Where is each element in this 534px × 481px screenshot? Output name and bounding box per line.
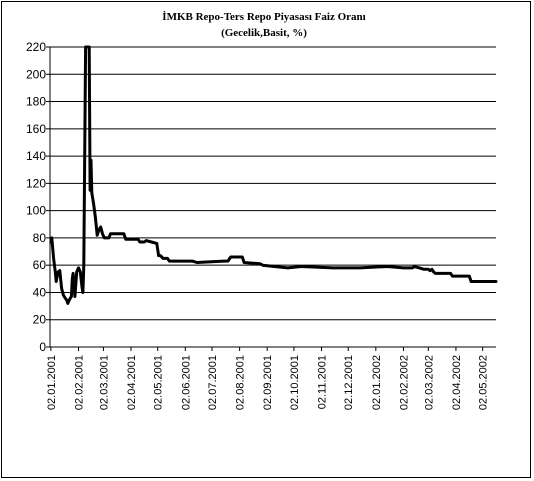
x-tick-label: 02.02.2001 [73, 355, 85, 410]
y-tick-label: 0 [39, 340, 46, 354]
y-tick-label: 40 [33, 285, 47, 299]
x-tick-label: 02.04.2002 [451, 355, 463, 410]
x-tick-label: 02.02.2002 [398, 355, 410, 410]
y-tick-label: 100 [26, 204, 46, 218]
x-tick-label: 02.03.2002 [423, 355, 435, 410]
chart-subtitle: (Gecelik,Basit, %) [221, 27, 307, 39]
y-tick-label: 120 [26, 176, 46, 190]
x-tick-label: 02.11.2001 [317, 355, 329, 409]
x-axis-tick-labels: 02.01.2001 02.02.2001 02.03.2001 02.04.2001… [46, 347, 490, 410]
y-tick-label: 140 [26, 149, 46, 163]
y-tick-label: 180 [26, 95, 46, 109]
y-axis-tick-labels: 0 20 40 60 80 100 120 140 160 180 200 220 [26, 40, 50, 354]
x-tick-label: 02.07.2001 [207, 355, 219, 410]
y-tick-label: 200 [26, 67, 46, 81]
x-tick-label: 02.03.2001 [98, 355, 110, 410]
series-layer [49, 45, 498, 305]
x-tick-label: 02.05.2001 [153, 355, 165, 410]
y-tick-label: 220 [26, 40, 46, 54]
y-tick-label: 160 [26, 122, 46, 136]
y-tick-label: 80 [33, 231, 47, 245]
chart-title: İMKB Repo-Ters Repo Piyasası Faiz Oranı [162, 11, 365, 23]
x-tick-label: 02.09.2001 [262, 355, 274, 410]
y-tick-label: 60 [33, 258, 47, 272]
x-tick-label: 02.05.2002 [478, 355, 490, 410]
x-tick-label: 02.01.2001 [46, 355, 58, 410]
x-tick-label: 02.10.2001 [289, 355, 301, 410]
gridlines [50, 46, 496, 321]
x-tick-label: 02.04.2001 [126, 355, 138, 410]
x-tick-label: 02.06.2001 [180, 355, 192, 410]
y-tick-label: 20 [33, 313, 47, 327]
x-tick-label: 02.12.2001 [343, 355, 355, 410]
series-line-0 [49, 45, 498, 305]
x-tick-label: 02.08.2001 [235, 355, 247, 410]
x-tick-label: 02.01.2002 [371, 355, 383, 410]
axes [49, 47, 496, 348]
